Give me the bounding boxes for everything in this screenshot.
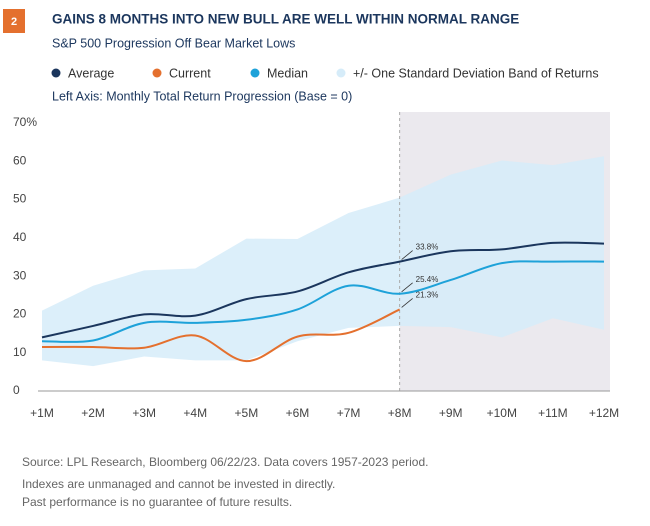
value-label: 33.8% xyxy=(416,243,439,252)
legend-swatch xyxy=(250,68,260,78)
legend-swatch xyxy=(51,68,61,78)
legend-label: Median xyxy=(267,66,308,80)
y-tick-label: 10 xyxy=(13,345,27,359)
series-line xyxy=(41,260,605,344)
x-tick-label: +11M xyxy=(538,406,567,420)
legend-label: Current xyxy=(169,66,211,80)
y-tick-label: 30 xyxy=(13,268,27,282)
x-tick-label: +4M xyxy=(183,406,207,420)
series-line xyxy=(41,308,401,363)
series-line xyxy=(41,241,605,339)
y-tick-label: 0 xyxy=(13,383,20,397)
legend-swatch xyxy=(152,68,162,78)
x-tick-label: +5M xyxy=(235,406,259,420)
footnote: Past performance is no guarantee of futu… xyxy=(22,495,292,509)
chart-subtitle: S&P 500 Progression Off Bear Market Lows xyxy=(52,36,295,50)
x-tick-label: +9M xyxy=(439,406,463,420)
x-tick-label: +3M xyxy=(132,406,156,420)
x-tick-label: +10M xyxy=(487,406,517,420)
x-tick-label: +12M xyxy=(589,406,619,420)
value-label: 21.3% xyxy=(416,291,439,300)
std-band xyxy=(42,156,604,367)
footnote: Indexes are unmanaged and cannot be inve… xyxy=(22,477,335,491)
value-label: 25.4% xyxy=(416,275,439,284)
y-tick-label: 60 xyxy=(13,153,27,167)
annotation-leader xyxy=(401,282,413,293)
y-tick-label: 70% xyxy=(13,115,37,129)
badge-number: 2 xyxy=(11,16,17,28)
footnote: Source: LPL Research, Bloomberg 06/22/23… xyxy=(22,455,428,469)
y-tick-label: 20 xyxy=(13,307,27,321)
annotation-leader xyxy=(401,250,413,260)
annotation-leader xyxy=(401,298,413,308)
x-tick-label: +7M xyxy=(337,406,361,420)
y-tick-label: 50 xyxy=(13,192,27,206)
x-tick-label: +8M xyxy=(388,406,412,420)
x-tick-label: +2M xyxy=(81,406,105,420)
x-tick-label: +6M xyxy=(286,406,310,420)
y-tick-label: 40 xyxy=(13,230,27,244)
chart-title: GAINS 8 MONTHS INTO NEW BULL ARE WELL WI… xyxy=(52,12,519,27)
legend-label: +/- One Standard Deviation Band of Retur… xyxy=(353,66,599,80)
badge xyxy=(3,9,25,33)
legend-swatch xyxy=(336,68,346,78)
x-tick-label: +1M xyxy=(30,406,54,420)
axis-note: Left Axis: Monthly Total Return Progress… xyxy=(52,89,352,103)
legend-label: Average xyxy=(68,66,114,80)
